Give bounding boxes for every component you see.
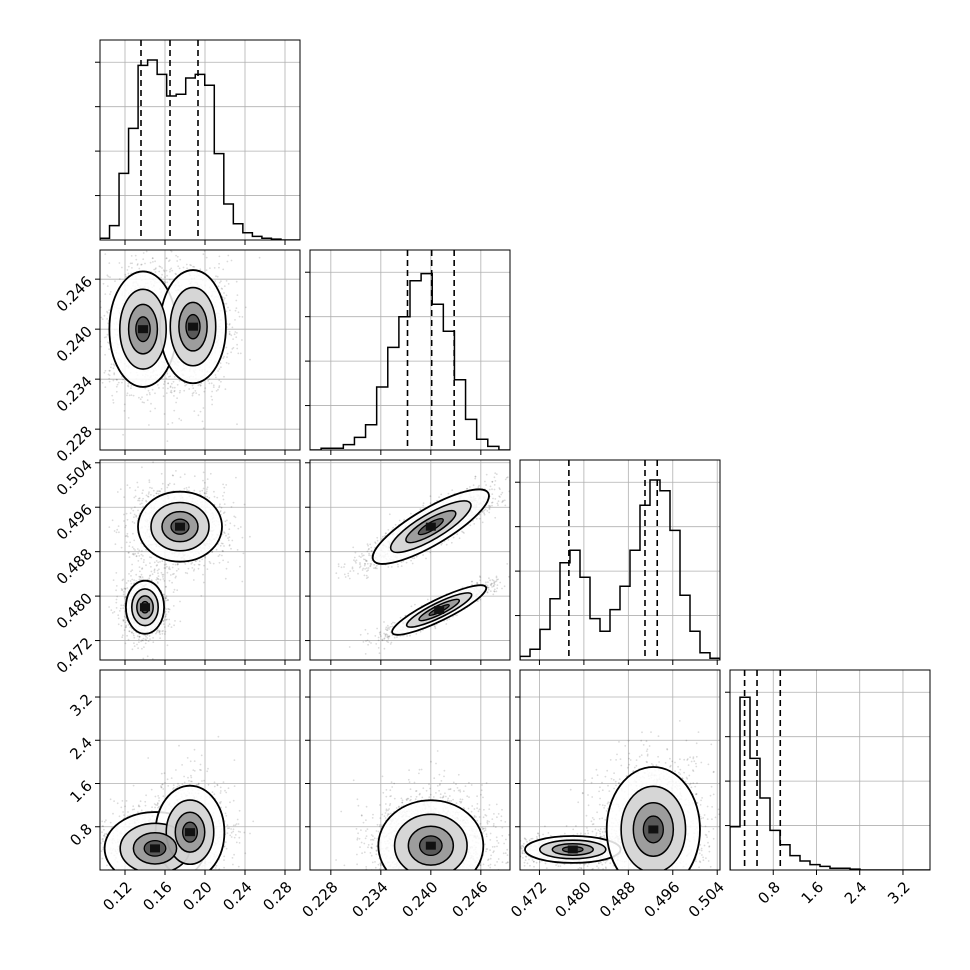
x-tick-label: 0.488 bbox=[596, 878, 639, 921]
y-tick-label: 0.246 bbox=[53, 272, 96, 315]
panel-frame bbox=[99, 669, 301, 871]
panel-r1-c0: 0.228 0.234 0.240 0.246 bbox=[53, 249, 301, 466]
density-peak bbox=[567, 845, 578, 854]
x-tick-label: 0.28 bbox=[259, 878, 295, 914]
panel-r3-c1: 0.228 0.234 0.240 0.246 bbox=[298, 669, 511, 921]
y-tick-label: 0.472 bbox=[53, 634, 96, 677]
x-tick-label: 0.234 bbox=[348, 878, 391, 921]
x-tick-label: 0.16 bbox=[139, 878, 175, 914]
panel-frame bbox=[309, 669, 511, 871]
x-tick-label: 0.8 bbox=[754, 878, 784, 908]
panel-r3-c3: 0.8 1.6 2.4 3.2 bbox=[725, 669, 931, 908]
panel-frame bbox=[309, 459, 511, 661]
y-tick-label: 3.2 bbox=[66, 690, 96, 720]
y-tick-label: 1.6 bbox=[66, 777, 96, 807]
panel-frame bbox=[99, 459, 301, 661]
x-tick-label: 1.6 bbox=[798, 878, 828, 908]
x-tick-label: 0.228 bbox=[298, 878, 341, 921]
x-tick-label: 3.2 bbox=[884, 878, 914, 908]
x-tick-label: 0.504 bbox=[685, 878, 728, 921]
y-tick-label: 0.504 bbox=[53, 456, 96, 499]
x-tick-label: 0.496 bbox=[640, 878, 683, 921]
histogram-step bbox=[730, 696, 930, 870]
histogram-step bbox=[100, 59, 300, 240]
panel-r1-c1 bbox=[305, 249, 511, 455]
density-peak bbox=[425, 522, 436, 531]
x-tick-label: 0.472 bbox=[507, 878, 550, 921]
panel-frame bbox=[519, 669, 721, 871]
x-tick-label: 0.12 bbox=[99, 878, 135, 914]
panel-r0-c0 bbox=[95, 39, 301, 245]
density-peak bbox=[648, 825, 659, 834]
panel-frame bbox=[729, 669, 931, 871]
x-tick-label: 2.4 bbox=[841, 878, 871, 908]
panel-r3-c0: 0.12 0.16 0.20 0.24 0.28 0.8 1.6 2.4 3.2 bbox=[66, 669, 301, 914]
panel-frame bbox=[519, 459, 721, 661]
y-tick-label: 0.496 bbox=[53, 501, 96, 544]
y-tick-label: 0.234 bbox=[53, 372, 96, 415]
panel-r2-c1 bbox=[305, 459, 511, 665]
x-tick-label: 0.480 bbox=[552, 878, 595, 921]
y-tick-label: 0.488 bbox=[53, 545, 96, 588]
histogram-step bbox=[310, 272, 510, 450]
x-tick-label: 0.24 bbox=[219, 878, 255, 914]
density-peak bbox=[434, 606, 445, 614]
y-tick-label: 0.228 bbox=[53, 422, 96, 465]
y-tick-label: 0.480 bbox=[53, 589, 96, 632]
x-tick-label: 0.246 bbox=[448, 878, 491, 921]
y-tick-label: 0.240 bbox=[53, 322, 96, 365]
density-peak bbox=[188, 322, 198, 331]
x-tick-label: 0.20 bbox=[179, 878, 215, 914]
density-peak bbox=[140, 603, 150, 612]
density-peak bbox=[175, 522, 185, 531]
density-peak bbox=[150, 844, 160, 853]
density-peak bbox=[185, 828, 195, 837]
x-tick-label: 0.240 bbox=[398, 878, 441, 921]
density-peak bbox=[138, 325, 148, 334]
panel-frame bbox=[99, 39, 301, 241]
panel-r3-c2: 0.472 0.480 0.488 0.496 0.504 bbox=[507, 669, 728, 921]
y-tick-label: 2.4 bbox=[66, 734, 96, 764]
panel-r2-c2 bbox=[515, 459, 721, 665]
y-tick-label: 0.8 bbox=[66, 820, 96, 850]
panel-frame bbox=[99, 249, 301, 451]
scatter-points bbox=[335, 472, 510, 655]
histogram-step bbox=[520, 479, 720, 660]
panel-frame bbox=[309, 249, 511, 451]
density-peak bbox=[425, 841, 436, 850]
